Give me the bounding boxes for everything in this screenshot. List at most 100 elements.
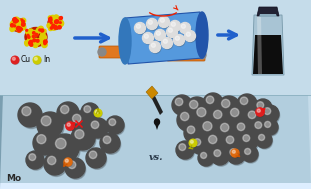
Circle shape [10, 23, 13, 25]
Circle shape [90, 120, 109, 139]
Circle shape [212, 149, 230, 166]
Circle shape [89, 151, 97, 159]
FancyBboxPatch shape [99, 46, 137, 58]
Circle shape [57, 102, 79, 124]
Text: In: In [43, 56, 50, 64]
Circle shape [184, 123, 204, 143]
Ellipse shape [166, 51, 174, 59]
Circle shape [59, 105, 80, 125]
Circle shape [143, 34, 154, 44]
Circle shape [30, 43, 33, 46]
Circle shape [229, 148, 246, 165]
Circle shape [42, 42, 46, 45]
Circle shape [33, 56, 41, 64]
Circle shape [55, 19, 59, 23]
Polygon shape [253, 35, 283, 74]
Circle shape [49, 18, 51, 19]
Circle shape [55, 19, 58, 22]
Circle shape [245, 108, 265, 128]
Circle shape [30, 43, 33, 46]
Circle shape [49, 25, 52, 29]
Circle shape [201, 121, 224, 144]
Circle shape [191, 136, 209, 154]
Circle shape [179, 22, 191, 33]
Circle shape [38, 26, 43, 31]
Circle shape [151, 43, 161, 53]
Circle shape [230, 149, 237, 156]
Circle shape [51, 24, 54, 27]
Circle shape [22, 107, 31, 116]
Circle shape [91, 121, 99, 129]
Circle shape [256, 101, 273, 118]
Circle shape [156, 31, 166, 41]
Circle shape [50, 23, 54, 27]
Circle shape [212, 110, 233, 130]
Circle shape [187, 126, 195, 134]
Circle shape [12, 22, 17, 27]
Circle shape [160, 18, 165, 22]
Circle shape [47, 23, 51, 27]
Circle shape [27, 34, 29, 36]
Circle shape [26, 29, 28, 31]
Circle shape [26, 30, 30, 34]
Circle shape [181, 24, 185, 28]
Circle shape [234, 120, 254, 140]
Text: Mo: Mo [6, 174, 21, 183]
Circle shape [142, 33, 154, 43]
Circle shape [240, 97, 248, 105]
Circle shape [237, 123, 245, 131]
Circle shape [54, 15, 59, 20]
Circle shape [59, 18, 62, 20]
Circle shape [16, 26, 21, 30]
Circle shape [179, 112, 200, 132]
Circle shape [29, 154, 36, 160]
Circle shape [13, 19, 15, 21]
Circle shape [147, 20, 158, 30]
Circle shape [52, 18, 57, 23]
Circle shape [15, 19, 17, 21]
Circle shape [242, 134, 259, 151]
Circle shape [189, 100, 198, 109]
Circle shape [190, 140, 197, 147]
Ellipse shape [196, 12, 208, 58]
Circle shape [41, 39, 44, 42]
Circle shape [198, 150, 214, 166]
Ellipse shape [119, 18, 131, 64]
Circle shape [14, 25, 16, 27]
Circle shape [52, 26, 57, 30]
Circle shape [72, 114, 81, 123]
Circle shape [11, 21, 14, 25]
Circle shape [227, 105, 249, 127]
Circle shape [197, 108, 206, 117]
Circle shape [15, 25, 20, 30]
Circle shape [51, 25, 56, 30]
Circle shape [32, 35, 34, 37]
Circle shape [23, 24, 26, 27]
Circle shape [186, 125, 205, 144]
Circle shape [166, 26, 178, 37]
Circle shape [66, 122, 74, 130]
Circle shape [71, 126, 95, 150]
Circle shape [13, 19, 17, 23]
Circle shape [29, 40, 32, 44]
Circle shape [27, 36, 30, 38]
Circle shape [35, 134, 58, 156]
Circle shape [32, 43, 35, 46]
Circle shape [21, 23, 25, 26]
Circle shape [10, 26, 15, 31]
Circle shape [12, 26, 16, 30]
Circle shape [54, 20, 58, 24]
Circle shape [243, 135, 250, 142]
Circle shape [82, 105, 100, 122]
Circle shape [174, 35, 184, 46]
Circle shape [13, 23, 16, 26]
Circle shape [52, 24, 55, 27]
Circle shape [174, 97, 193, 116]
Ellipse shape [107, 47, 129, 57]
Circle shape [21, 28, 22, 30]
Circle shape [174, 36, 185, 46]
Circle shape [37, 112, 63, 138]
Circle shape [44, 40, 47, 43]
Polygon shape [125, 12, 203, 64]
Circle shape [55, 20, 59, 23]
